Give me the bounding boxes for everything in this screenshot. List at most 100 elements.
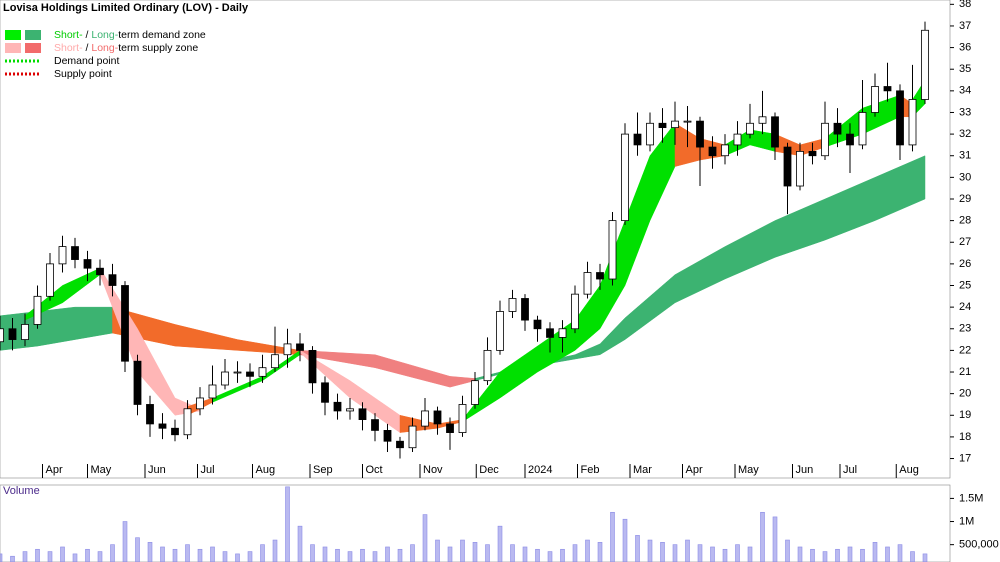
- candle-body: [633, 133, 642, 146]
- volume-bar: [447, 546, 453, 562]
- legend-swatch: [25, 43, 41, 53]
- x-tick-label: Jun: [148, 464, 166, 476]
- candle-body: [183, 408, 192, 436]
- candle-body: [408, 425, 417, 449]
- volume-bar: [335, 548, 340, 562]
- volume-bar: [585, 539, 590, 562]
- y-tick-label: 27: [959, 236, 971, 248]
- volume-bar: [822, 551, 828, 562]
- volume-bar: [847, 546, 853, 562]
- chart-title: Lovisa Holdings Limited Ordinary (LOV) -…: [3, 2, 249, 14]
- volume-bar: [672, 544, 678, 562]
- y-tick-label: 23: [959, 323, 971, 335]
- candle-body: [546, 328, 554, 338]
- candle-body: [858, 112, 867, 146]
- candle-body: [96, 267, 104, 276]
- candle-body: [133, 360, 142, 405]
- volume-bar: [122, 521, 128, 562]
- x-tick-label: Sep: [313, 464, 333, 476]
- x-tick-label: Aug: [256, 464, 276, 476]
- volume-bar: [710, 546, 715, 562]
- volume-bar: [360, 548, 365, 562]
- legend-label: Short- / Long-term supply zone: [54, 42, 198, 54]
- y-tick-label: 25: [959, 279, 971, 291]
- volume-bar: [760, 511, 765, 562]
- volume-bar: [572, 544, 578, 562]
- candle-body: [808, 151, 817, 157]
- y-tick-label: 38: [959, 0, 971, 10]
- volume-bar: [660, 542, 665, 562]
- candle-body: [158, 423, 167, 429]
- volume-bar: [772, 516, 778, 562]
- volume-bar: [272, 539, 278, 562]
- y-tick-label: 17: [959, 452, 971, 464]
- candle-body: [883, 86, 892, 92]
- y-tick-label: 20: [959, 388, 971, 400]
- x-tick-label: Apr: [46, 464, 63, 476]
- volume-bar: [510, 544, 515, 562]
- volume-bar: [610, 511, 615, 562]
- volume-bar: [147, 542, 153, 562]
- volume-bar: [47, 551, 53, 562]
- candle-body: [783, 146, 792, 187]
- volume-bar: [35, 548, 40, 562]
- y-tick-label: 22: [959, 344, 971, 356]
- legend-text: Short-: [54, 29, 83, 41]
- candle-body: [721, 144, 729, 157]
- y-tick-label: 24: [959, 301, 971, 313]
- volume-bar: [560, 548, 565, 562]
- x-tick-label: May: [738, 464, 759, 476]
- x-tick-label: Oct: [366, 464, 383, 476]
- axes: 17 18 19 20 21 22 23 24 25 26 27 28 29 30 31 32 33 34 35 36…: [42, 0, 999, 551]
- volume-bar: [647, 539, 653, 562]
- volume-bar: [297, 525, 303, 562]
- volume-bar: [260, 544, 265, 562]
- volume-bar: [235, 553, 240, 562]
- legend-text: /: [83, 42, 92, 54]
- candle-body: [508, 298, 517, 312]
- candle-body: [908, 99, 917, 146]
- volume-bar: [222, 551, 228, 562]
- volume-bar: [247, 551, 253, 562]
- candle-body: [233, 371, 242, 374]
- candle-body: [521, 298, 529, 321]
- candle-body: [221, 371, 229, 386]
- candle-body: [0, 328, 4, 343]
- x-tick-label: Feb: [581, 464, 600, 476]
- candle-body: [596, 272, 604, 280]
- candle-body: [21, 324, 29, 340]
- volume-bar: [10, 555, 15, 562]
- candle-body: [558, 328, 567, 338]
- candle-body: [833, 122, 842, 135]
- candle-body: [46, 263, 54, 297]
- candle-body: [358, 408, 367, 421]
- x-tick-label: Jul: [843, 464, 857, 476]
- volume-bar: [60, 546, 65, 562]
- volume-bar: [910, 551, 915, 562]
- volume-bar: [735, 544, 740, 562]
- candle-body: [708, 146, 717, 157]
- candle-body: [108, 274, 117, 286]
- legend-text: Supply point: [54, 68, 112, 80]
- candle-body: [433, 410, 442, 425]
- volume-bar: [472, 542, 478, 562]
- volume-bar: [185, 544, 190, 562]
- volume-bar: [485, 544, 490, 562]
- volume-bar: [872, 542, 878, 562]
- volume-bar: [285, 486, 290, 562]
- candle-body: [146, 404, 154, 425]
- candle-body: [171, 427, 179, 436]
- candle-body: [571, 293, 579, 330]
- volume-bar: [422, 514, 428, 562]
- volume-label: Volume: [3, 485, 40, 497]
- candle-body: [196, 397, 204, 410]
- candles: [0, 21, 929, 459]
- candle-body: [8, 328, 17, 340]
- y-tick-label: 30: [959, 171, 971, 183]
- y-tick-label: 21: [959, 366, 971, 378]
- y-tick-label: 35: [959, 63, 971, 75]
- zone: [474, 155, 926, 381]
- x-tick-label: Nov: [423, 464, 443, 476]
- volume-bar: [435, 539, 440, 562]
